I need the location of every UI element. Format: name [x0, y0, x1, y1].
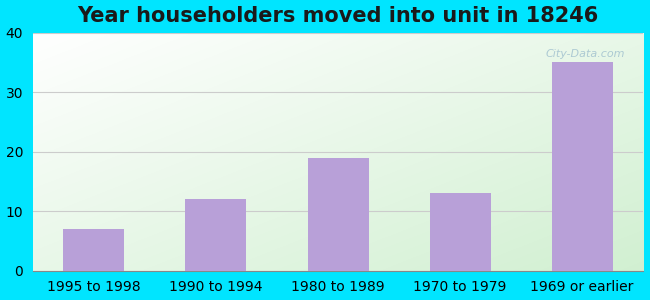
Bar [307, 158, 369, 271]
Text: City-Data.com: City-Data.com [545, 49, 625, 59]
Title: Year householders moved into unit in 18246: Year householders moved into unit in 182… [77, 6, 599, 26]
Bar [185, 199, 246, 271]
Bar [64, 229, 124, 271]
Bar [552, 62, 612, 271]
Bar [430, 194, 491, 271]
